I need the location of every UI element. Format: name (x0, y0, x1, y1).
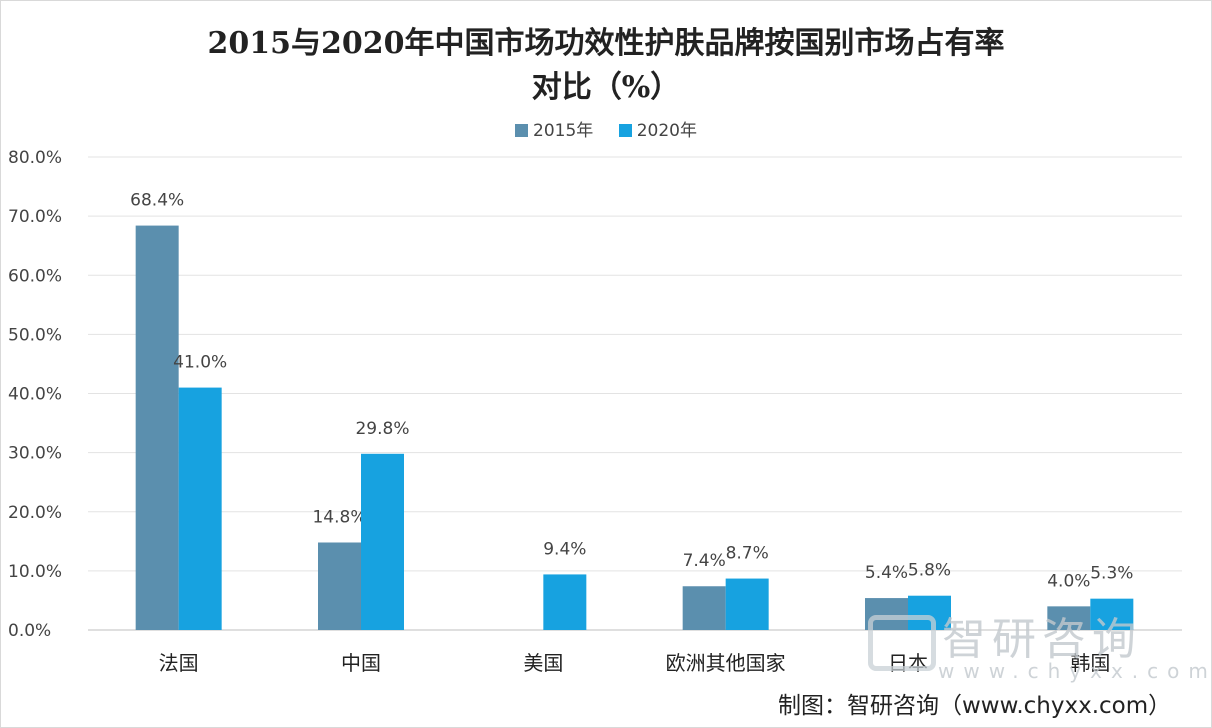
bar-2015 (318, 542, 361, 630)
zhiyan-logo-icon (868, 615, 936, 671)
bar-2015 (682, 586, 726, 630)
y-tick-label: 70.0% (8, 207, 62, 227)
bar-2020 (543, 574, 587, 630)
x-tick-label: 日本 (888, 651, 928, 675)
y-tick-label: 80.0% (8, 148, 62, 168)
chart-legend: 2015年 2020年 (0, 116, 1212, 141)
data-label: 5.3% (1090, 564, 1133, 584)
legend-label-2020: 2020年 (636, 121, 697, 141)
watermark: 智研咨询 www.chyxx.com (866, 603, 1208, 683)
y-tick-label: 30.0% (8, 444, 62, 464)
bar-2020 (178, 387, 222, 630)
x-tick-label: 美国 (523, 651, 563, 675)
bar-2020 (361, 453, 404, 630)
data-label: 68.4% (130, 191, 184, 211)
bar-2020 (725, 578, 769, 630)
source-note: 制图：智研咨询（www.chyxx.com） (778, 693, 1172, 719)
data-label: 4.0% (1047, 571, 1090, 591)
data-label: 7.4% (683, 551, 726, 571)
bar-2020 (908, 595, 951, 630)
y-tick-label: 40.0% (8, 385, 62, 405)
x-tick-label: 韩国 (1070, 651, 1110, 675)
chart-title-line1: 2015与2020年中国市场功效性护肤品牌按国别市场占有率 (207, 26, 1005, 61)
chart-title-line2: 对比（%） (531, 70, 681, 105)
y-tick-label: 10.0% (8, 562, 62, 582)
x-tick-label: 欧洲其他国家 (666, 651, 786, 675)
data-label: 5.8% (908, 561, 951, 581)
data-label: 14.8% (312, 507, 366, 527)
bar-2020 (1090, 598, 1134, 630)
data-label: 5.4% (865, 563, 908, 583)
x-tick-label: 法国 (159, 651, 199, 675)
legend-item-2020: 2020年 (618, 116, 697, 141)
legend-swatch-2015 (515, 124, 529, 137)
chart-title: 2015与2020年中国市场功效性护肤品牌按国别市场占有率 对比（%） (0, 22, 1212, 110)
data-label: 41.0% (173, 353, 227, 373)
watermark-text: 智研咨询 (942, 614, 1142, 665)
y-tick-label: 50.0% (8, 325, 62, 345)
x-tick-label: 中国 (341, 651, 381, 675)
watermark-url: www.chyxx.com (938, 659, 1212, 683)
bar-2015 (1047, 606, 1091, 630)
y-tick-label: 0.0% (8, 621, 51, 641)
y-tick-label: 20.0% (8, 503, 62, 523)
data-label: 8.7% (726, 544, 769, 564)
y-tick-label: 60.0% (8, 266, 62, 286)
data-label: 9.4% (543, 539, 586, 559)
bar-2015 (135, 225, 179, 630)
legend-swatch-2020 (618, 124, 632, 137)
legend-item-2015: 2015年 (515, 116, 593, 141)
data-label: 29.8% (355, 419, 409, 439)
legend-label-2015: 2015年 (533, 121, 594, 141)
